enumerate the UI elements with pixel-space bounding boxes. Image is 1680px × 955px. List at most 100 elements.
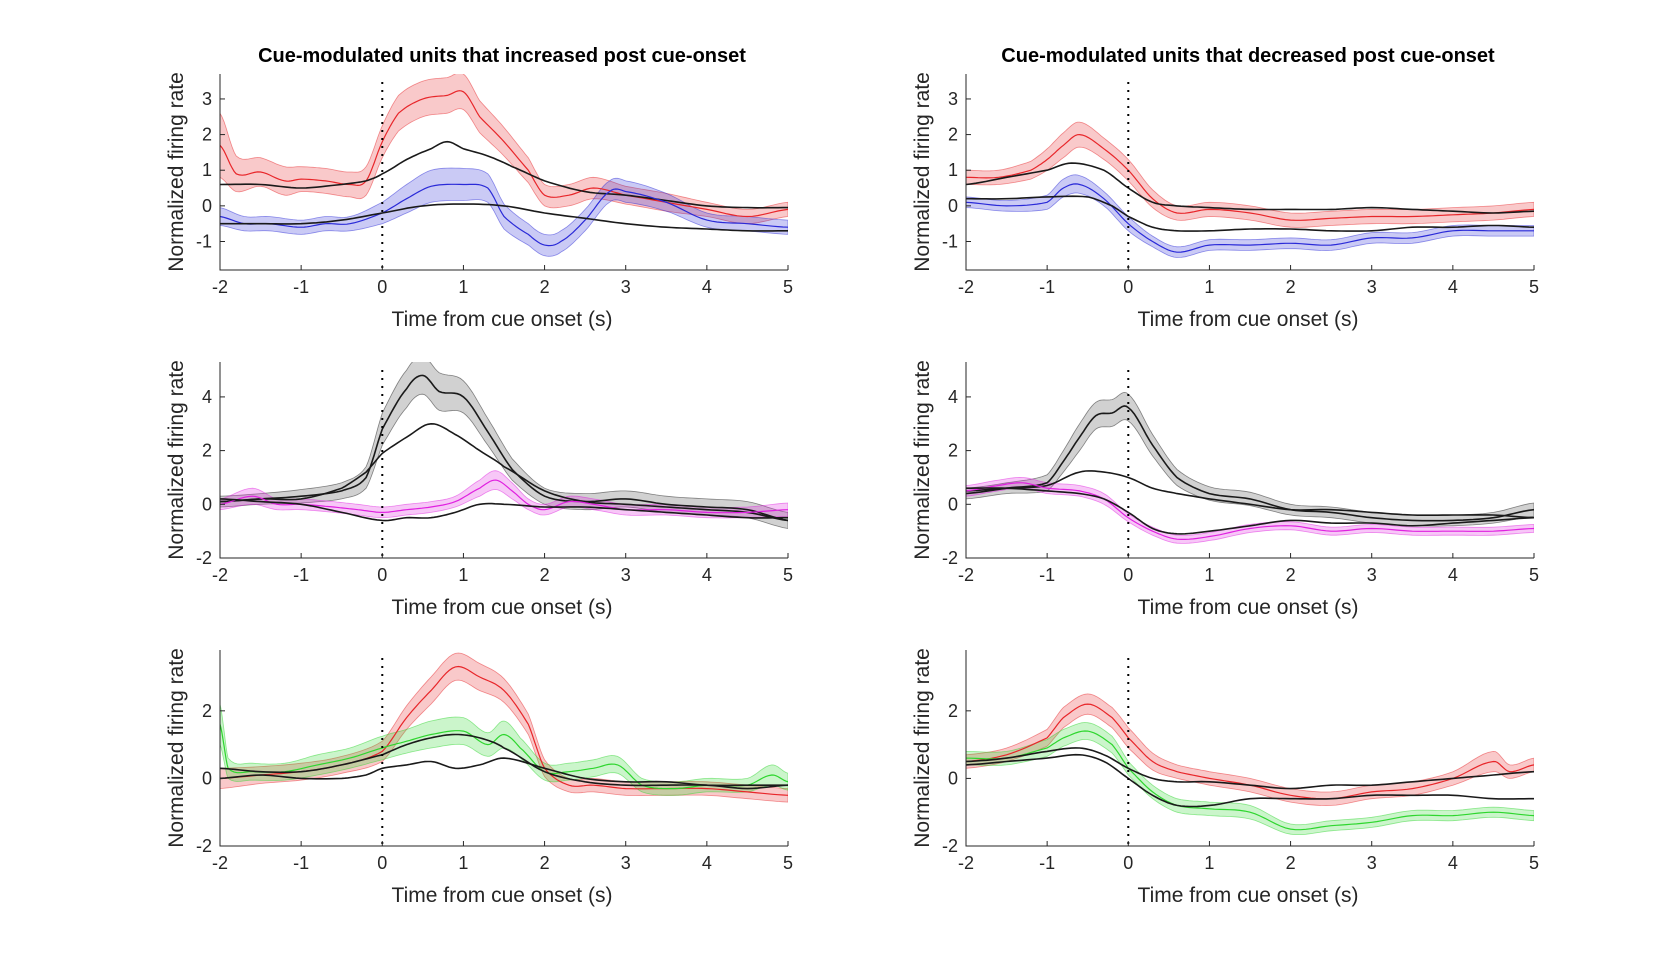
plot-area	[966, 391, 1534, 544]
plot-area	[966, 693, 1534, 835]
x-tick-label: 5	[783, 853, 793, 873]
x-tick-label: 2	[540, 853, 550, 873]
x-tick-label: 4	[1448, 853, 1458, 873]
x-tick-label: 3	[621, 277, 631, 297]
series-green-line	[220, 724, 788, 790]
x-axis-label: Time from cue onset (s)	[1138, 596, 1359, 619]
x-tick-label: -2	[212, 853, 228, 873]
x-tick-label: -2	[958, 565, 974, 585]
y-tick-label: 3	[948, 89, 958, 109]
y-tick-label: 0	[202, 494, 212, 514]
series-black-line	[966, 470, 1534, 519]
series-black-line	[220, 203, 788, 232]
y-axis-label: Normalized firing rate	[911, 360, 934, 560]
series-blue-line	[966, 183, 1534, 253]
x-tick-label: 4	[1448, 277, 1458, 297]
plot-area	[966, 121, 1534, 258]
y-tick-label: 2	[202, 441, 212, 461]
x-tick-label: 0	[1123, 853, 1133, 873]
x-tick-label: 0	[1123, 277, 1133, 297]
series-magenta-sem-band	[966, 476, 1534, 544]
y-axis-label: Normalized firing rate	[165, 72, 188, 272]
x-tick-label: 5	[783, 565, 793, 585]
x-tick-label: -1	[1039, 565, 1055, 585]
y-axis-label: Normalized firing rate	[165, 648, 188, 848]
y-tick-label: -2	[196, 548, 212, 568]
series-green-sem-band	[220, 704, 788, 796]
series-black-line	[966, 162, 1534, 214]
x-tick-label: -1	[293, 853, 309, 873]
x-tick-label: 4	[702, 565, 712, 585]
x-tick-label: -1	[1039, 853, 1055, 873]
series-black-line	[220, 422, 788, 522]
x-tick-label: 1	[1204, 277, 1214, 297]
x-tick-label: 4	[1448, 565, 1458, 585]
x-tick-label: 0	[377, 277, 387, 297]
y-tick-label: 0	[202, 196, 212, 216]
series-black-line	[220, 733, 788, 790]
series-green-line	[966, 730, 1534, 831]
panel-increased-magenta: Time from cue onset (s) Normalized firin…	[165, 360, 793, 619]
x-axis-label: Time from cue onset (s)	[392, 884, 613, 907]
y-axis-label: Normalized firing rate	[165, 360, 188, 560]
x-axis-label: Time from cue onset (s)	[392, 596, 613, 619]
plot-area	[220, 652, 788, 803]
series-blue-line	[220, 183, 788, 247]
series-blue-sem-band	[220, 167, 788, 257]
x-tick-label: 1	[1204, 853, 1214, 873]
panel-title: Cue-modulated units that increased post …	[258, 45, 746, 67]
series-black-line	[220, 140, 788, 209]
y-axis-label: Normalized firing rate	[911, 72, 934, 272]
series-black-line	[220, 374, 788, 522]
x-tick-label: 0	[377, 565, 387, 585]
panel-increased-red-blue: Cue-modulated units that increased post …	[165, 45, 793, 331]
x-tick-label: -1	[293, 565, 309, 585]
x-tick-label: 3	[621, 565, 631, 585]
x-tick-label: -2	[212, 277, 228, 297]
series-black-line	[966, 195, 1534, 232]
y-tick-label: 2	[202, 125, 212, 145]
x-tick-label: 0	[1123, 565, 1133, 585]
x-axis-label: Time from cue onset (s)	[1138, 308, 1359, 331]
panel-decreased-red-green: Time from cue onset (s) Normalized firin…	[911, 648, 1539, 907]
plot-area	[220, 74, 788, 257]
series-black-line	[220, 757, 788, 787]
x-tick-label: 1	[1204, 565, 1214, 585]
x-tick-label: 1	[458, 277, 468, 297]
y-tick-label: 0	[948, 768, 958, 788]
y-axis-label: Normalized firing rate	[911, 648, 934, 848]
y-tick-label: 4	[948, 387, 958, 407]
panel-decreased-red-blue: Cue-modulated units that decreased post …	[911, 45, 1539, 331]
series-blue-sem-band	[966, 174, 1534, 258]
x-tick-label: 3	[1367, 277, 1377, 297]
y-tick-label: -1	[942, 231, 958, 251]
x-tick-label: -1	[293, 277, 309, 297]
y-tick-label: -2	[196, 836, 212, 856]
x-tick-label: 4	[702, 853, 712, 873]
x-tick-label: -1	[1039, 277, 1055, 297]
series-red-sem-band	[966, 693, 1534, 807]
y-tick-label: 2	[948, 441, 958, 461]
series-red-sem-band	[966, 121, 1534, 228]
y-tick-label: 0	[948, 196, 958, 216]
x-tick-label: 0	[377, 853, 387, 873]
y-tick-label: -2	[942, 548, 958, 568]
series-magenta-line	[966, 482, 1534, 540]
plot-area	[220, 362, 788, 529]
series-black-sem-band	[966, 391, 1534, 527]
series-red-sem-band	[220, 74, 788, 225]
y-tick-label: 1	[202, 160, 212, 180]
x-tick-label: 2	[540, 277, 550, 297]
y-tick-label: 2	[948, 701, 958, 721]
y-tick-label: 2	[948, 125, 958, 145]
series-black-line	[220, 498, 788, 522]
x-tick-label: 3	[1367, 853, 1377, 873]
y-tick-label: -1	[196, 231, 212, 251]
series-black-sem-band	[220, 362, 788, 529]
x-tick-label: 2	[1286, 853, 1296, 873]
series-black-line	[966, 405, 1534, 522]
x-tick-label: -2	[958, 277, 974, 297]
panel-decreased-magenta: Time from cue onset (s) Normalized firin…	[911, 360, 1539, 619]
x-tick-label: 3	[1367, 565, 1377, 585]
